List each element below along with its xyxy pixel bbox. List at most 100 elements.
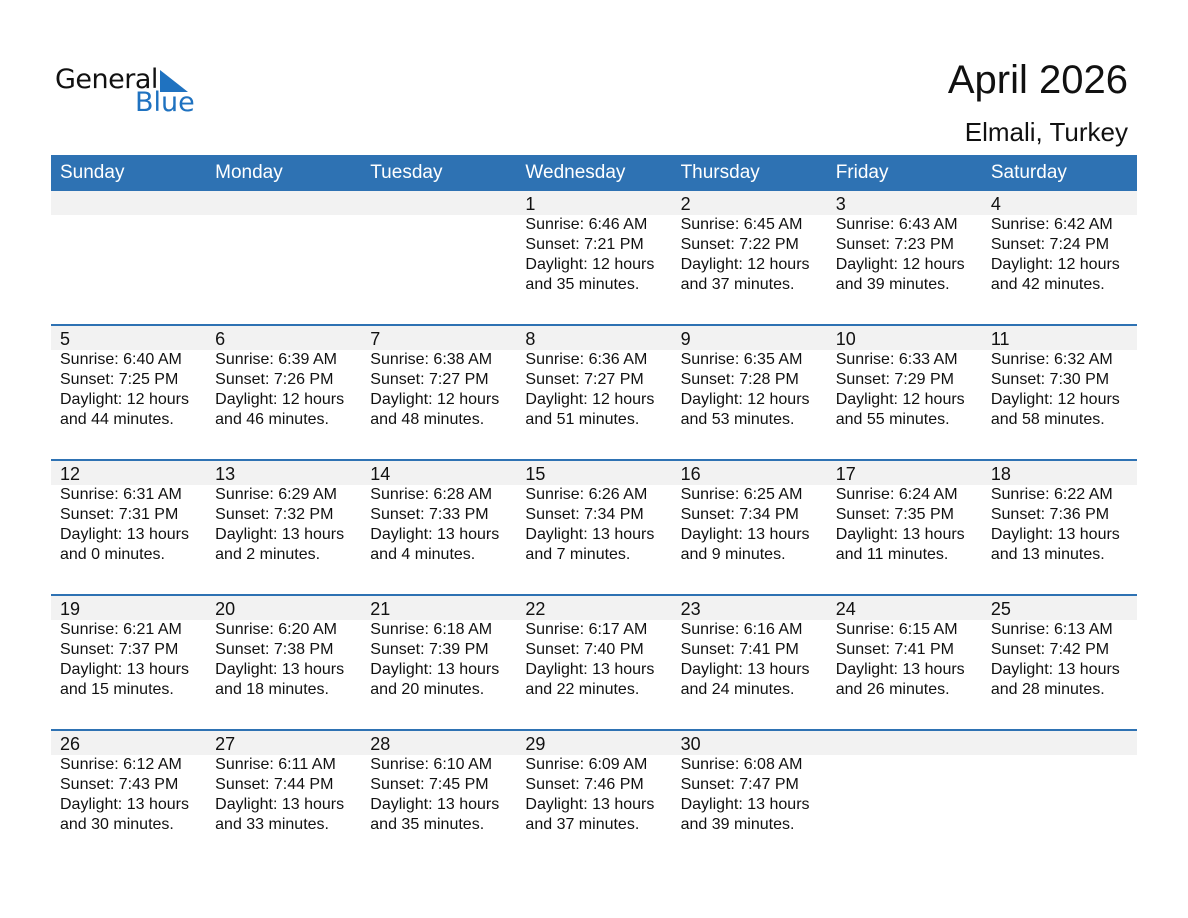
sunset-text: Sunset: 7:34 PM <box>680 506 799 523</box>
empty-cell <box>827 731 982 864</box>
day-number: 15 <box>525 464 546 484</box>
sunset-text: Sunset: 7:30 PM <box>990 371 1110 388</box>
day-number: 9 <box>680 329 691 349</box>
sunrise-text: Sunrise: 6:13 AM <box>990 621 1113 638</box>
sunrise-text: Sunrise: 6:35 AM <box>680 351 803 368</box>
empty-cell <box>361 191 516 324</box>
day-cell: 20 Sunrise: 6:20 AM Sunset: 7:38 PM Dayligh… <box>206 596 361 729</box>
day-cell: 10 Sunrise: 6:33 AM Sunset: 7:29 PM Dayligh… <box>827 326 982 459</box>
daylight-minutes-text: and 0 minutes. <box>60 546 165 563</box>
sunrise-text: Sunrise: 6:20 AM <box>215 621 337 638</box>
weekday-wednesday: Wednesday <box>525 162 626 183</box>
day-cell: 1 Sunrise: 6:46 AM Sunset: 7:21 PM Daylight… <box>516 191 671 324</box>
sunrise-text: Sunrise: 6:10 AM <box>370 756 493 773</box>
sunset-text: Sunset: 7:36 PM <box>990 506 1110 523</box>
daylight-text: Daylight: 12 hours <box>680 256 810 273</box>
daylight-minutes-text: and 24 minutes. <box>680 681 795 698</box>
daylight-minutes-text: and 37 minutes. <box>680 276 795 293</box>
daylight-minutes-text: and 9 minutes. <box>680 546 786 563</box>
daylight-text: Daylight: 13 hours <box>835 526 965 543</box>
day-cell: 21 Sunrise: 6:18 AM Sunset: 7:39 PM Dayligh… <box>361 596 516 729</box>
logo-general-text: General <box>55 64 158 95</box>
daylight-text: Daylight: 13 hours <box>835 661 965 678</box>
weekday-friday: Friday <box>835 162 889 183</box>
sunrise-text: Sunrise: 6:24 AM <box>835 486 958 503</box>
daylight-minutes-text: and 28 minutes. <box>990 681 1105 698</box>
sunrise-text: Sunrise: 6:39 AM <box>215 351 337 368</box>
daylight-minutes-text: and 22 minutes. <box>525 681 640 698</box>
sunset-text: Sunset: 7:29 PM <box>835 371 954 388</box>
daylight-minutes-text: and 35 minutes. <box>370 816 485 833</box>
daylight-text: Daylight: 12 hours <box>835 391 965 408</box>
daylight-minutes-text: and 18 minutes. <box>215 681 329 698</box>
daylight-minutes-text: and 11 minutes. <box>835 546 949 563</box>
week-row: 19 Sunrise: 6:21 AM Sunset: 7:37 PM Dayligh… <box>51 594 1137 729</box>
weekday-sunday: Sunday <box>60 162 125 183</box>
sunrise-text: Sunrise: 6:11 AM <box>215 756 336 773</box>
day-number: 20 <box>215 599 236 619</box>
daylight-minutes-text: and 2 minutes. <box>215 546 321 563</box>
day-number: 10 <box>835 329 856 349</box>
daylight-text: Daylight: 12 hours <box>990 391 1120 408</box>
sunset-text: Sunset: 7:41 PM <box>835 641 954 658</box>
daylight-minutes-text: and 48 minutes. <box>370 411 485 428</box>
daylight-text: Daylight: 13 hours <box>525 526 655 543</box>
daylight-text: Daylight: 13 hours <box>215 796 345 813</box>
day-number: 12 <box>60 464 81 484</box>
daylight-minutes-text: and 26 minutes. <box>835 681 950 698</box>
sunset-text: Sunset: 7:33 PM <box>370 506 489 523</box>
day-number: 21 <box>370 599 391 619</box>
sunrise-text: Sunrise: 6:17 AM <box>525 621 648 638</box>
day-number: 14 <box>370 464 391 484</box>
sunset-text: Sunset: 7:42 PM <box>990 641 1110 658</box>
day-number: 13 <box>215 464 236 484</box>
day-cell: 29 Sunrise: 6:09 AM Sunset: 7:46 PM Dayligh… <box>516 731 671 864</box>
daylight-text: Daylight: 13 hours <box>990 661 1120 678</box>
location-subtitle: Elmali, Turkey <box>964 117 1128 147</box>
day-cell: 19 Sunrise: 6:21 AM Sunset: 7:37 PM Dayligh… <box>51 596 206 729</box>
sunset-text: Sunset: 7:31 PM <box>60 506 179 523</box>
sunrise-text: Sunrise: 6:28 AM <box>370 486 493 503</box>
sunset-text: Sunset: 7:34 PM <box>525 506 644 523</box>
day-number: 11 <box>990 329 1010 349</box>
day-cell: 13 Sunrise: 6:29 AM Sunset: 7:32 PM Dayligh… <box>206 461 361 594</box>
day-number: 4 <box>990 194 1001 214</box>
daylight-text: Daylight: 13 hours <box>525 661 655 678</box>
daylight-text: Daylight: 13 hours <box>370 796 500 813</box>
empty-cell <box>206 191 361 324</box>
day-number: 17 <box>835 464 856 484</box>
sunset-text: Sunset: 7:44 PM <box>215 776 334 793</box>
sunrise-text: Sunrise: 6:16 AM <box>680 621 803 638</box>
daylight-text: Daylight: 13 hours <box>370 661 500 678</box>
daylight-text: Daylight: 13 hours <box>60 526 189 543</box>
day-cell: 12 Sunrise: 6:31 AM Sunset: 7:31 PM Dayligh… <box>51 461 206 594</box>
day-cell: 23 Sunrise: 6:16 AM Sunset: 7:41 PM Dayligh… <box>672 596 827 729</box>
day-number: 16 <box>680 464 701 484</box>
daylight-text: Daylight: 13 hours <box>215 661 345 678</box>
day-cell: 14 Sunrise: 6:28 AM Sunset: 7:33 PM Dayligh… <box>361 461 516 594</box>
daylight-minutes-text: and 33 minutes. <box>215 816 329 833</box>
day-number: 2 <box>680 194 691 214</box>
sunset-text: Sunset: 7:28 PM <box>680 371 799 388</box>
daylight-minutes-text: and 51 minutes. <box>525 411 640 428</box>
weekday-saturday: Saturday <box>990 162 1067 183</box>
daylight-minutes-text: and 30 minutes. <box>60 816 174 833</box>
daylight-minutes-text: and 46 minutes. <box>215 411 329 428</box>
day-cell: 2 Sunrise: 6:45 AM Sunset: 7:22 PM Daylight… <box>672 191 827 324</box>
day-cell: 16 Sunrise: 6:25 AM Sunset: 7:34 PM Dayligh… <box>672 461 827 594</box>
daylight-minutes-text: and 55 minutes. <box>835 411 950 428</box>
week-row: 12 Sunrise: 6:31 AM Sunset: 7:31 PM Dayligh… <box>51 459 1137 594</box>
sunrise-text: Sunrise: 6:43 AM <box>835 216 958 233</box>
day-cell: 6 Sunrise: 6:39 AM Sunset: 7:26 PM Daylight… <box>206 326 361 459</box>
daylight-text: Daylight: 13 hours <box>525 796 655 813</box>
daylight-text: Daylight: 13 hours <box>680 796 810 813</box>
daylight-text: Daylight: 12 hours <box>990 256 1120 273</box>
day-number: 3 <box>835 194 846 214</box>
sunset-text: Sunset: 7:37 PM <box>60 641 179 658</box>
sunset-text: Sunset: 7:45 PM <box>370 776 489 793</box>
daylight-text: Daylight: 12 hours <box>835 256 965 273</box>
day-number: 28 <box>370 734 391 754</box>
day-cell: 9 Sunrise: 6:35 AM Sunset: 7:28 PM Daylight… <box>672 326 827 459</box>
sunrise-text: Sunrise: 6:46 AM <box>525 216 648 233</box>
sunrise-text: Sunrise: 6:40 AM <box>60 351 182 368</box>
